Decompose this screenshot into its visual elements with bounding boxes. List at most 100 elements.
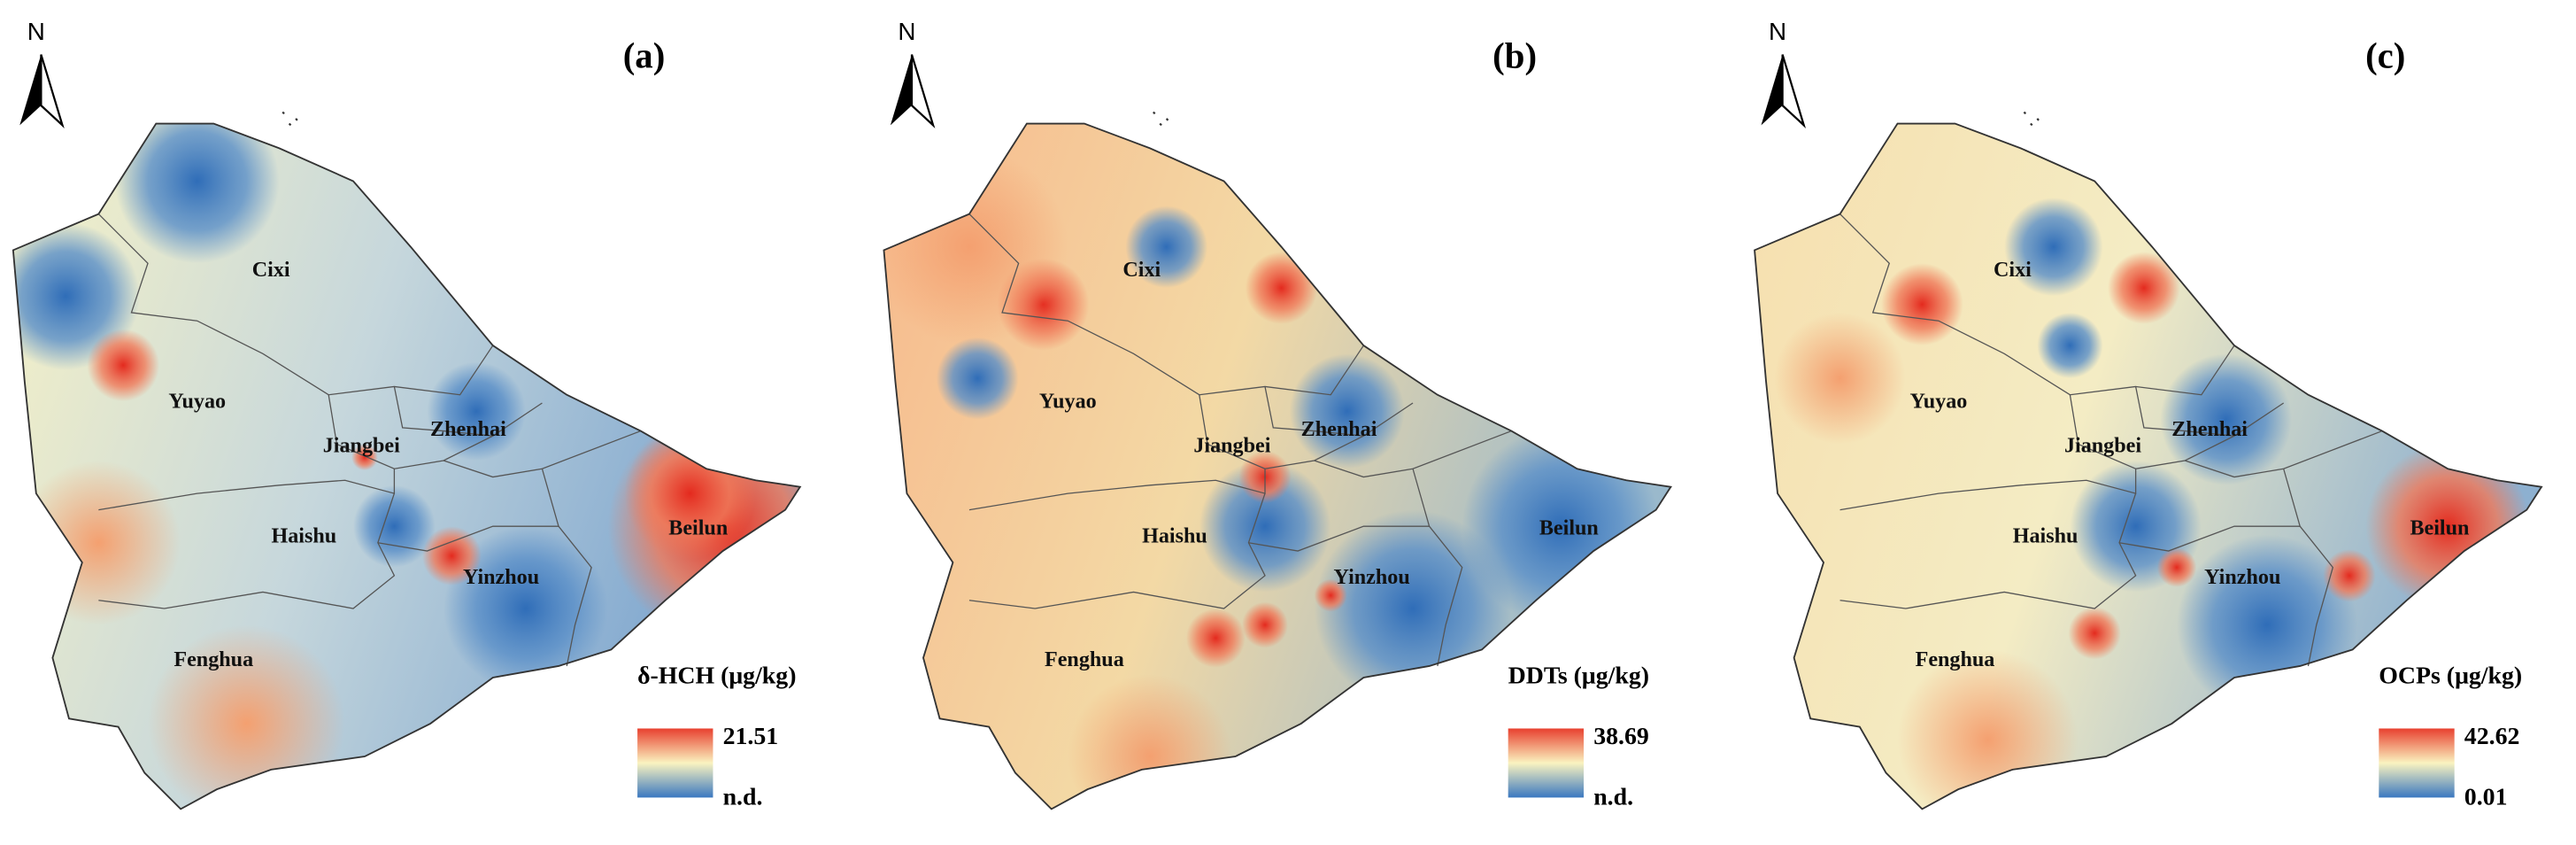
map-outline	[883, 122, 1672, 810]
district-label: Haishu	[1142, 525, 1207, 548]
surface-blob	[1199, 460, 1331, 593]
district-label: Yuyao	[1039, 391, 1097, 414]
north-label: N	[27, 18, 45, 45]
district-border	[443, 430, 642, 478]
surface-blob	[16, 460, 181, 625]
district-border	[1264, 386, 1364, 437]
surface-blob	[427, 361, 526, 461]
north-arrow	[1761, 54, 1783, 126]
district-label: Beilun	[668, 516, 729, 539]
district-label: Yinzhou	[2204, 566, 2280, 589]
surface-blobs	[883, 148, 1660, 810]
islands	[282, 111, 298, 127]
surface-blob	[87, 329, 160, 402]
legend-title: δ-HCH (μg/kg)	[637, 662, 796, 689]
district-label: Yuyao	[1910, 391, 1968, 414]
north-arrow	[890, 54, 913, 126]
map-outline	[12, 122, 802, 810]
panel-letter: (a)	[623, 36, 666, 76]
district-label: Jiangbei	[2064, 435, 2141, 458]
surface-blob	[1289, 353, 1405, 469]
surface-blob	[1245, 252, 1318, 324]
legend-title: DDTs (μg/kg)	[1508, 662, 1649, 689]
islands	[2023, 111, 2040, 127]
district-border	[98, 469, 396, 511]
north-arrow-half	[1781, 54, 1806, 128]
surface-blob	[883, 148, 1068, 346]
surface-blob	[2068, 607, 2121, 660]
surface-blob	[2160, 353, 2292, 485]
district-label: Beilun	[1539, 516, 1600, 539]
legend-ramp	[2379, 728, 2455, 798]
district-border	[968, 469, 1266, 511]
surface-blob	[1125, 205, 1208, 289]
district-border	[377, 525, 559, 552]
district-label: Zhenhai	[430, 418, 506, 441]
surface-blob	[2323, 549, 2376, 602]
legend-ramp	[637, 728, 713, 798]
district-border	[1314, 430, 1512, 478]
district-border	[2134, 386, 2235, 437]
district-border	[1248, 525, 1430, 552]
legend-min: 0.01	[2464, 784, 2508, 811]
district-border	[393, 386, 493, 437]
surface-blob	[1774, 312, 1906, 445]
district-border	[541, 469, 592, 667]
district-label: Yuyao	[168, 391, 226, 414]
district-border	[97, 213, 494, 396]
district-label: Zhenhai	[1301, 418, 1377, 441]
surface-blob	[114, 123, 280, 264]
surface-blob	[1068, 674, 1232, 810]
district-border	[968, 213, 1364, 396]
district-border	[2185, 430, 2383, 478]
north-label: N	[1769, 18, 1786, 45]
district-label: Fenghua	[174, 648, 253, 671]
district-label: Yinzhou	[1334, 566, 1410, 589]
islands	[1153, 111, 1169, 127]
district-label: Cixi	[1994, 259, 2032, 282]
panel-letter: (c)	[2365, 36, 2405, 76]
district-label: Cixi	[1122, 259, 1161, 282]
map-panel: Cixi Yuyao Jiangbei Zhenhai Haishu Yinzhou Bei…	[12, 18, 802, 811]
map-panel: Cixi Yuyao Jiangbei Zhenhai Haishu Yinzhou Bei…	[883, 18, 1672, 811]
district-label: Haishu	[271, 525, 336, 548]
district-label: Yinzhou	[463, 566, 539, 589]
legend-min: n.d.	[1593, 784, 1633, 811]
north-arrow-half	[910, 54, 936, 128]
district-border	[2283, 469, 2334, 667]
surface-blob	[2037, 312, 2103, 379]
surface-blob	[2108, 252, 2180, 324]
district-label: Fenghua	[1045, 648, 1124, 671]
legend-min: n.d.	[723, 784, 763, 811]
panel-letter: (b)	[1492, 36, 1537, 76]
district-label: Beilun	[2410, 516, 2470, 539]
legend-max: 21.51	[723, 723, 779, 750]
district-label: Cixi	[252, 259, 290, 282]
district-border	[328, 394, 543, 469]
legend-max: 42.62	[2464, 723, 2520, 750]
surface-blob	[1880, 263, 1963, 346]
legend-ramp	[1508, 728, 1585, 798]
district-label: Zhenhai	[2171, 418, 2248, 441]
surface-blob	[12, 221, 140, 370]
district-border	[1839, 469, 2137, 511]
district-border	[1412, 469, 1463, 667]
surface-blob	[2004, 198, 2103, 297]
district-border	[1839, 213, 2235, 396]
district-label: Jiangbei	[323, 435, 400, 458]
surface-blob	[1897, 649, 2079, 810]
surface-blob	[351, 444, 378, 471]
district-border	[2069, 394, 2285, 469]
map-outline	[1754, 122, 2543, 810]
surface-blob	[443, 526, 608, 691]
legend-title: OCPs (μg/kg)	[2379, 662, 2522, 689]
map-panel: Cixi Yuyao Jiangbei Zhenhai Haishu Yinzhou Bei…	[1754, 18, 2543, 811]
district-label: Haishu	[2013, 525, 2079, 548]
surface-blob	[1314, 578, 1347, 612]
district-border	[2118, 525, 2301, 552]
north-arrow	[19, 54, 42, 126]
surface-blob	[2156, 547, 2197, 587]
district-border	[1199, 394, 1414, 469]
